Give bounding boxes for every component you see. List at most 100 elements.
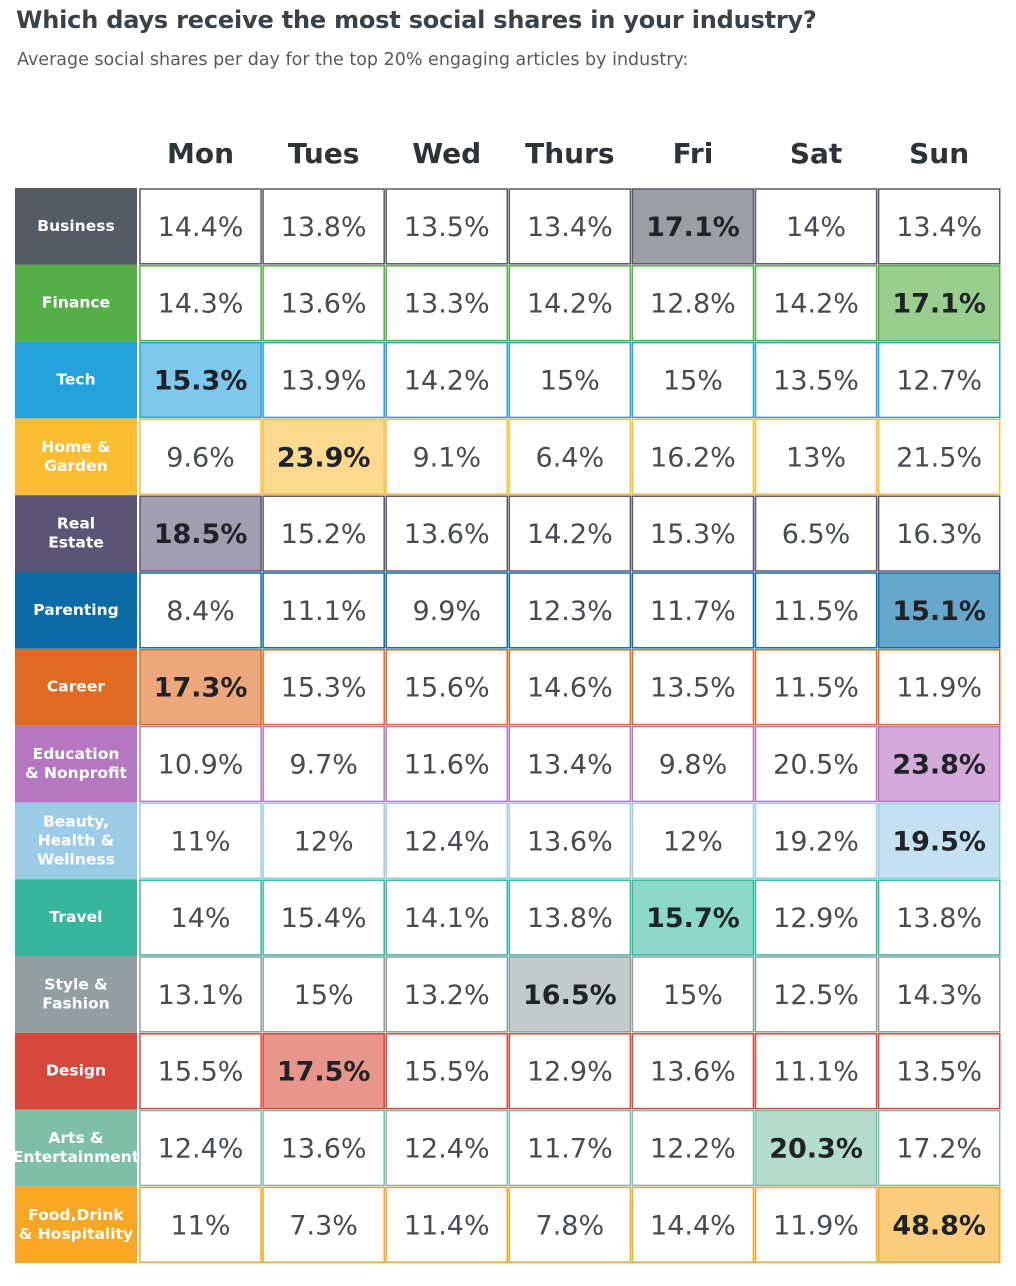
row-label-bg (15, 879, 137, 956)
cell-bg (631, 879, 755, 956)
cell-value: 19.2% (773, 826, 859, 857)
cell-bg (877, 188, 1001, 265)
cell-bg (385, 802, 509, 879)
row-label: Food,Drink (28, 1206, 124, 1224)
cell-value: 10.9% (158, 750, 244, 781)
cell-bg (508, 188, 632, 265)
column-header-wed: Wed (412, 137, 481, 170)
row-label: Business (37, 217, 114, 235)
column-header-thurs: Thurs (525, 137, 614, 170)
cell-bg (754, 495, 878, 572)
chart-subtitle: Average social shares per day for the to… (17, 50, 689, 70)
cell-bg (262, 649, 385, 726)
cell-bg (385, 725, 509, 803)
cell-bg (877, 495, 1001, 572)
cell-value: 12.9% (527, 1057, 613, 1088)
cell-bg (631, 265, 755, 342)
cell-value: 14.4% (650, 1210, 736, 1241)
row-label-bg (15, 802, 137, 880)
cell-value-max: 23.8% (892, 750, 986, 781)
row-label-bg (15, 341, 137, 419)
cell-value: 11.7% (650, 596, 736, 627)
cell-value: 13.8% (281, 212, 367, 243)
cell-bg (631, 649, 755, 726)
cell-value: 17.2% (896, 1134, 982, 1165)
cell-value-max: 23.9% (277, 442, 371, 473)
cell-bg (262, 418, 385, 495)
cell-value: 15.2% (281, 519, 367, 550)
cell-bg (262, 802, 385, 879)
cell-bg (877, 265, 1001, 342)
cell-bg (139, 265, 262, 342)
cell-bg (508, 495, 632, 572)
cell-bg (631, 1186, 755, 1263)
row-label: Beauty, (43, 812, 109, 830)
cell-value: 16.2% (650, 442, 736, 473)
cell-bg (139, 188, 262, 265)
cell-value: 14.1% (404, 903, 490, 934)
row-label-bg (15, 495, 137, 572)
cell-value: 12% (294, 826, 354, 857)
cell-value: 15% (540, 366, 600, 397)
cell-bg (754, 879, 878, 956)
cell-bg (262, 188, 385, 265)
row-label: Health & (38, 831, 115, 849)
cell-bg (385, 188, 509, 265)
row-label: Career (47, 678, 106, 696)
cell-bg (877, 879, 1001, 956)
row-label-bg (15, 725, 137, 803)
row-label-bg (15, 188, 137, 265)
cell-value: 6.5% (782, 519, 851, 550)
cell-bg (139, 879, 262, 956)
cell-value: 13.5% (773, 366, 859, 397)
cell-bg (877, 418, 1001, 495)
cell-value-max: 15.7% (646, 903, 740, 934)
cell-bg (262, 265, 385, 342)
cell-bg (631, 1109, 755, 1187)
cell-bg (139, 1033, 262, 1110)
cell-bg (508, 265, 632, 342)
cell-bg (385, 265, 509, 342)
cell-bg (508, 956, 632, 1033)
column-header-sat: Sat (790, 137, 842, 170)
cell-bg (262, 1033, 385, 1110)
cell-value: 16.3% (896, 519, 982, 550)
column-header-tues: Tues (288, 137, 360, 170)
cell-value: 15.3% (281, 673, 367, 704)
cell-value-max: 20.3% (769, 1134, 863, 1165)
cell-bg (754, 188, 878, 265)
row-label-bg (15, 1109, 137, 1187)
cell-value-max: 17.1% (892, 289, 986, 320)
cell-value: 9.9% (412, 596, 481, 627)
cell-value: 9.1% (412, 442, 481, 473)
cell-value: 13.4% (896, 212, 982, 243)
cell-bg (385, 572, 509, 649)
cell-bg (139, 802, 262, 879)
cell-value: 13.3% (404, 289, 490, 320)
cell-bg (385, 418, 509, 495)
row-label: Estate (48, 534, 104, 552)
row-label: Finance (42, 294, 110, 312)
cell-value: 13.9% (281, 366, 367, 397)
cell-value: 14.4% (158, 212, 244, 243)
row-label: Real (57, 515, 95, 533)
cell-bg (877, 649, 1001, 726)
row-label-bg (15, 572, 137, 649)
row-label: Parenting (33, 601, 118, 619)
cell-bg (754, 725, 878, 803)
row-label: Arts & (48, 1129, 103, 1147)
cell-value: 14.6% (527, 673, 613, 704)
cell-value: 11.1% (281, 596, 367, 627)
cell-bg (262, 956, 385, 1033)
cell-bg (631, 1033, 755, 1110)
column-header-fri: Fri (673, 137, 714, 170)
cell-value-max: 48.8% (892, 1210, 986, 1241)
cell-bg (508, 341, 632, 419)
cell-bg (262, 572, 385, 649)
cell-value: 13.5% (650, 673, 736, 704)
row-label-bg (15, 648, 137, 726)
cell-value: 13.1% (158, 980, 244, 1011)
cell-value: 12.4% (404, 826, 490, 857)
cell-bg (754, 418, 878, 495)
